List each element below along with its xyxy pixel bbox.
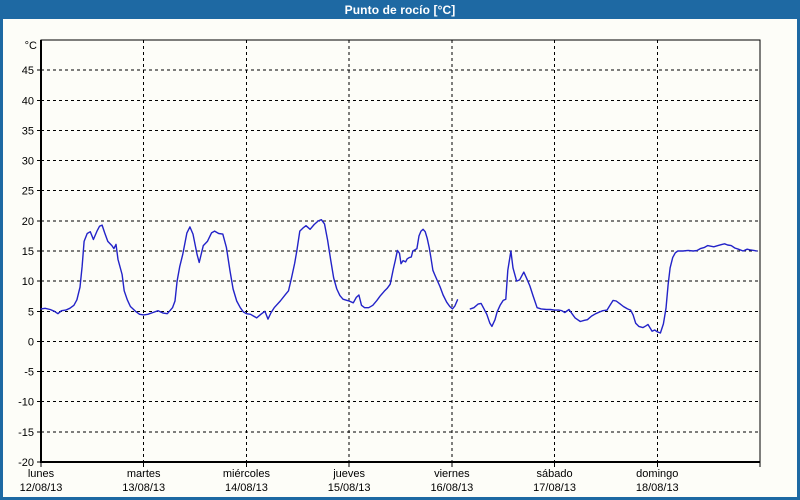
chart-title-bar: Punto de rocío [°C] <box>0 0 800 19</box>
svg-text:-20: -20 <box>18 457 34 469</box>
y-axis-labels: 45 40 35 30 25 20 15 10 5 0 -5 -10 -15 -20 °C <box>18 40 41 469</box>
y-axis-unit-label: °C <box>25 40 37 52</box>
x-axis-labels: lunes 12/08/13 martes 13/08/13 miércoles 14/0… <box>20 462 761 494</box>
day-label: viernes <box>434 468 470 480</box>
dewpoint-line <box>40 218 459 320</box>
day-label: sábado <box>537 468 573 480</box>
day-label: jueves <box>332 468 365 480</box>
svg-text:15: 15 <box>22 246 34 258</box>
svg-text:-15: -15 <box>18 427 34 439</box>
svg-text:30: 30 <box>22 156 34 168</box>
date-label: 12/08/13 <box>20 482 63 494</box>
chart-title: Punto de rocío [°C] <box>344 2 456 17</box>
axes <box>40 39 761 463</box>
dewpoint-line <box>469 243 758 334</box>
date-label: 16/08/13 <box>430 482 473 494</box>
date-label: 17/08/13 <box>533 482 576 494</box>
grid-lines <box>41 40 760 462</box>
svg-text:10: 10 <box>22 276 34 288</box>
day-label: lunes <box>28 468 55 480</box>
svg-text:45: 45 <box>22 65 34 77</box>
day-label: miércoles <box>223 468 271 480</box>
svg-text:5: 5 <box>28 306 34 318</box>
date-label: 15/08/13 <box>328 482 371 494</box>
svg-text:25: 25 <box>22 186 34 198</box>
date-label: 13/08/13 <box>122 482 165 494</box>
day-label: martes <box>127 468 161 480</box>
svg-text:40: 40 <box>22 95 34 107</box>
svg-text:20: 20 <box>22 216 34 228</box>
svg-text:-5: -5 <box>24 367 34 379</box>
date-label: 18/08/13 <box>636 482 679 494</box>
day-label: domingo <box>636 468 678 480</box>
svg-text:35: 35 <box>22 125 34 137</box>
dewpoint-series <box>40 218 758 334</box>
date-label: 14/08/13 <box>225 482 268 494</box>
svg-text:-10: -10 <box>18 397 34 409</box>
svg-text:0: 0 <box>28 336 34 348</box>
